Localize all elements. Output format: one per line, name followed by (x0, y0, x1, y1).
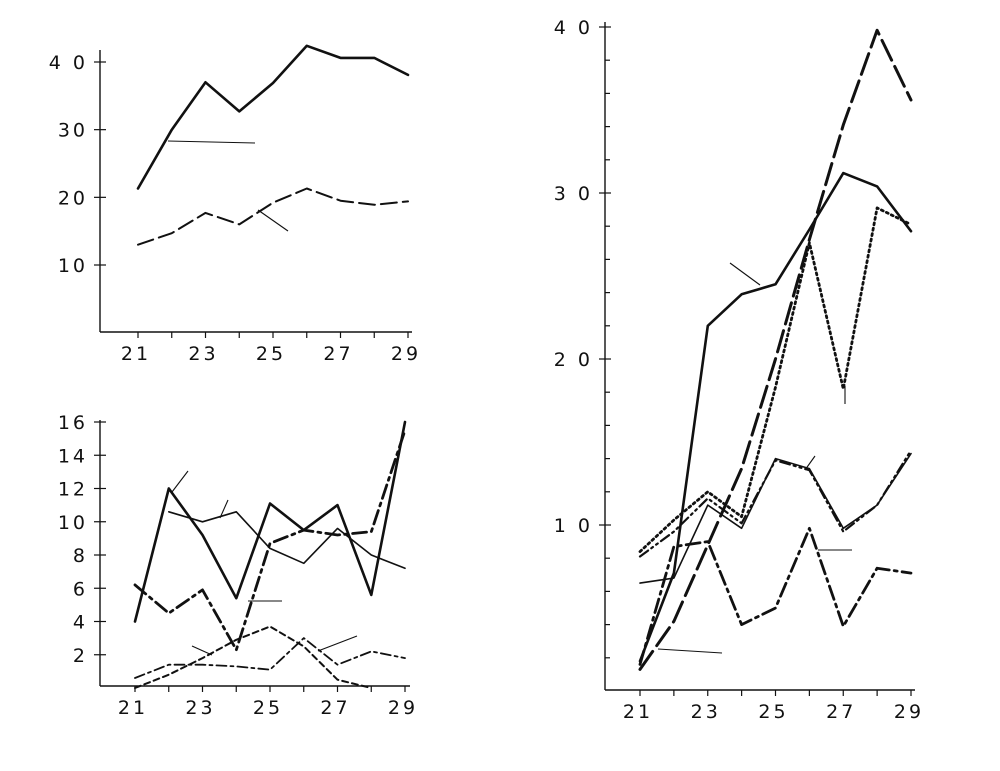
series-line-2 (168, 510, 406, 570)
series-line-2 (137, 187, 409, 246)
x-tick-label: 23 (691, 701, 721, 723)
series-line-4 (638, 449, 913, 558)
x-tick-label: 25 (758, 701, 788, 723)
y-tick-label: 12 (58, 479, 88, 501)
series-line-6 (638, 526, 913, 666)
leader-line (657, 648, 723, 654)
y-tick-label: 4 (73, 612, 88, 634)
x-tick-label: 25 (253, 697, 283, 719)
panel-bottom-left: 21 23 25 27 29 2 4 6 8 10 12 14 16 (58, 412, 418, 719)
y-tick-label: 30 (58, 120, 88, 142)
y-tick-label: 4 0 (49, 52, 88, 74)
y-tick-label: 8 (73, 545, 88, 567)
x-tick-label: 29 (391, 343, 421, 365)
x-tick-label: 23 (185, 697, 215, 719)
y-tick-label: 1 0 (554, 515, 593, 537)
leader-line (257, 209, 289, 232)
x-tick-label: 25 (256, 343, 286, 365)
series-line-3 (638, 206, 913, 553)
x-tick-label: 29 (388, 697, 418, 719)
leader-line (171, 470, 189, 493)
y-tick-label: 2 0 (554, 349, 593, 371)
series-line-4 (134, 625, 373, 689)
y-tick-label: 10 (58, 255, 88, 277)
series-line-1 (133, 420, 407, 623)
series-line-1 (136, 44, 410, 190)
leader-line (729, 262, 761, 286)
x-tick-label: 21 (118, 697, 148, 719)
y-tick-label: 6 (73, 578, 88, 600)
leader-line (804, 455, 816, 471)
x-tick-label: 27 (320, 697, 350, 719)
x-tick-label: 23 (188, 343, 218, 365)
y-tick-label: 10 (58, 512, 88, 534)
y-tick-label: 2 (73, 645, 88, 667)
series-line-1 (638, 171, 913, 663)
leader-line (191, 645, 213, 656)
series-line-5 (134, 637, 406, 679)
y-tick-label: 16 (58, 412, 88, 434)
x-tick-label: 27 (323, 343, 353, 365)
x-tick-label: 21 (121, 343, 151, 365)
series-line-5 (639, 452, 912, 584)
leader-line (317, 635, 358, 652)
leader-line (219, 499, 229, 519)
panel-right: 21 23 25 27 29 1 0 2 0 3 0 4 0 (554, 17, 924, 723)
series-line-3 (133, 428, 407, 652)
panel-top-left: 21 23 25 27 29 10 20 30 4 0 (49, 44, 421, 365)
x-tick-label: 29 (894, 701, 924, 723)
y-tick-label: 14 (58, 445, 88, 467)
x-tick-label: 27 (826, 701, 856, 723)
series-line-2 (638, 28, 913, 671)
y-tick-label: 4 0 (554, 17, 593, 39)
y-tick-label: 3 0 (554, 183, 593, 205)
leader-line (167, 140, 256, 144)
x-tick-label: 21 (623, 701, 653, 723)
y-tick-label: 20 (58, 187, 88, 209)
